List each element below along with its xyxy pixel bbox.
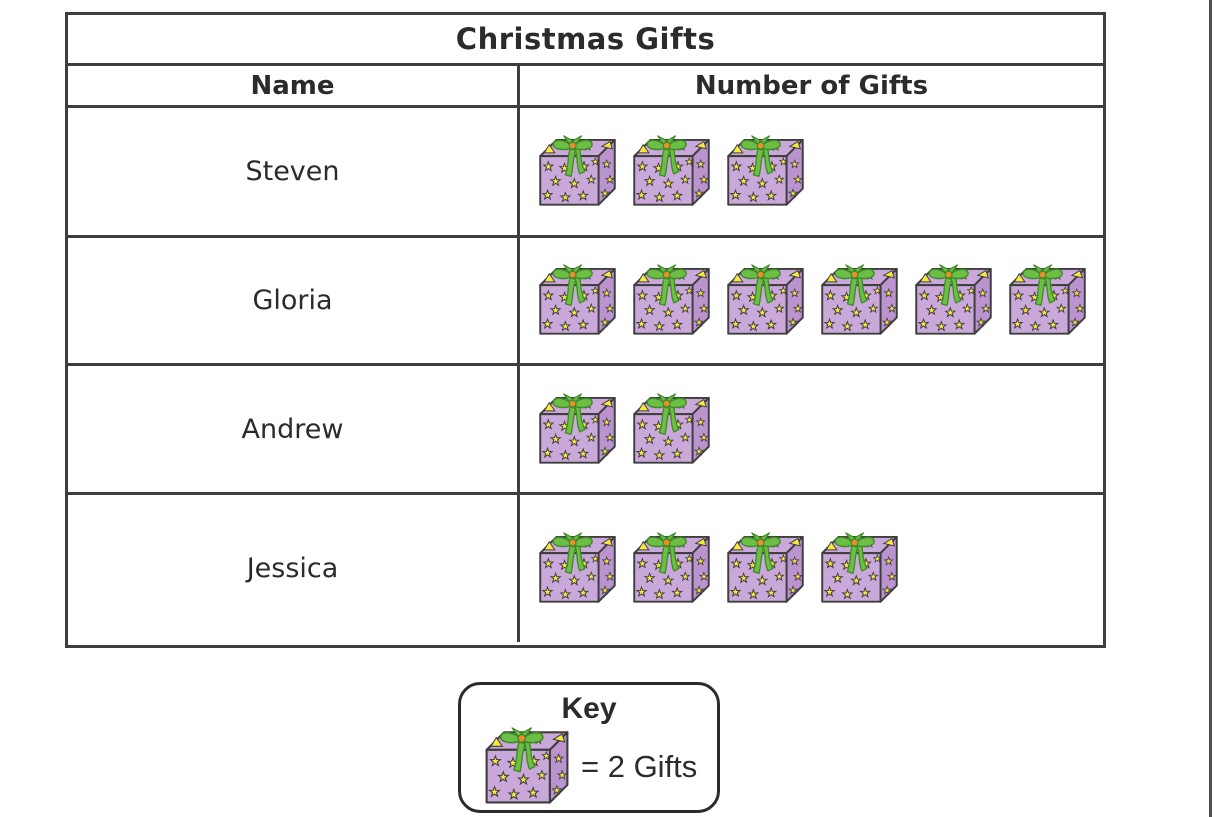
key-title: Key (561, 692, 617, 725)
column-header-name: Name (68, 66, 520, 105)
gift-icon (537, 392, 618, 466)
gift-icons (520, 495, 1103, 642)
column-header-number-of-gifts: Number of Gifts (694, 70, 929, 101)
table-body: Steven (68, 108, 1103, 642)
key-unit-text: = 2 Gifts (581, 748, 698, 784)
gift-icon (631, 264, 712, 337)
gift-icon (725, 264, 806, 337)
gift-icon (537, 532, 618, 605)
gift-icons (520, 366, 1103, 492)
pictograph-table: Christmas Gifts Name Number of Gifts Ste… (65, 12, 1106, 648)
page-right-border (1209, 0, 1212, 817)
gift-icon (819, 264, 900, 337)
table-row: Andrew (68, 366, 1103, 495)
gift-icon (631, 532, 712, 605)
gift-icon (819, 532, 900, 605)
gift-icons (520, 238, 1103, 363)
gift-icon (725, 135, 806, 208)
table-header: Name Number of Gifts (68, 66, 1103, 108)
gift-icon (631, 135, 712, 208)
gift-icon (1007, 264, 1088, 337)
gift-icon (631, 392, 712, 466)
table-row: Steven (68, 108, 1103, 238)
table-row: Gloria (68, 238, 1103, 366)
gift-icon (913, 264, 994, 337)
gift-icon (537, 264, 618, 337)
key-line: = 2 Gifts (461, 725, 717, 806)
gift-icon (483, 727, 571, 806)
row-name: Andrew (68, 366, 520, 492)
table-row: Jessica (68, 495, 1103, 642)
gift-icon (725, 532, 806, 605)
gift-icon (537, 135, 618, 208)
key-box: Key (458, 682, 720, 813)
row-name: Jessica (68, 495, 520, 642)
gift-icons (520, 108, 1103, 235)
row-name: Steven (68, 108, 520, 235)
row-name: Gloria (68, 238, 520, 363)
chart-title: Christmas Gifts (68, 15, 1103, 66)
